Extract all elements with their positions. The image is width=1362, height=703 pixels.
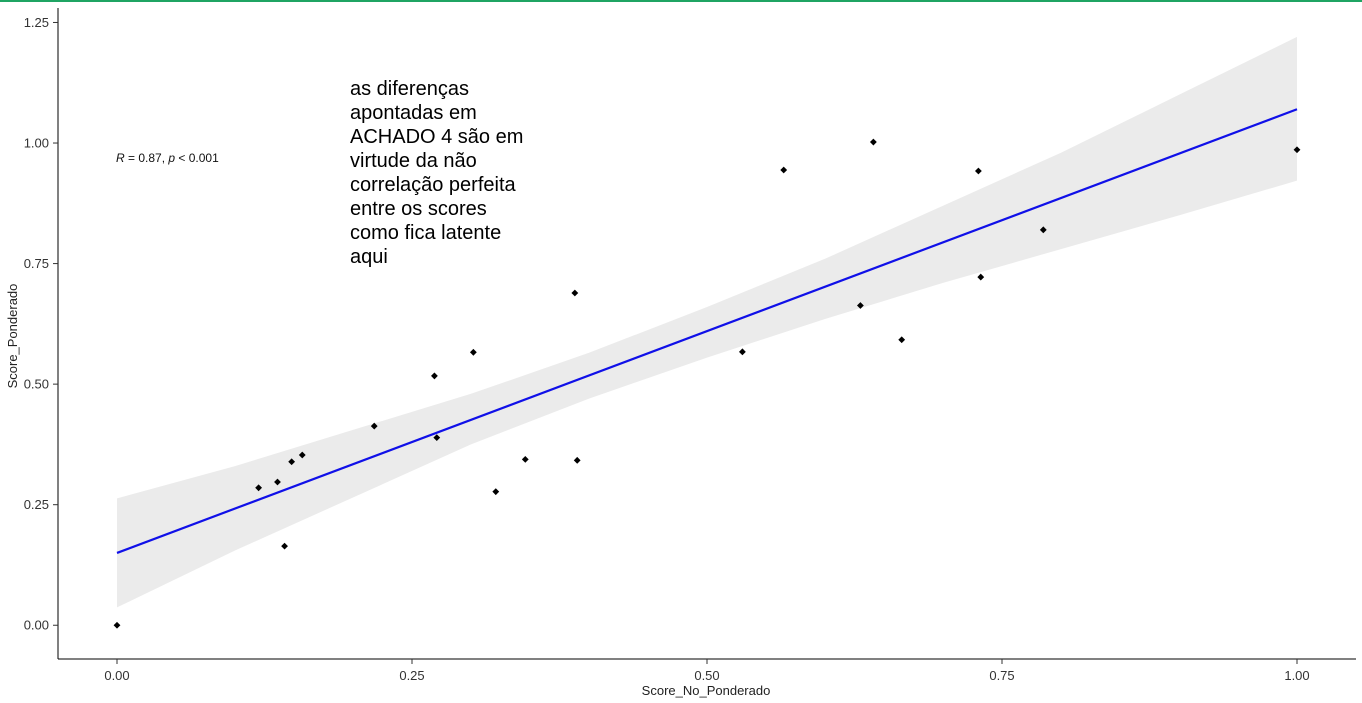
annotation-line: apontadas em: [350, 102, 477, 124]
data-point: [1039, 226, 1047, 234]
data-point: [521, 455, 529, 463]
data-point: [492, 488, 500, 496]
x-tick-label: 0.50: [694, 668, 719, 683]
y-tick-label: 0.50: [24, 377, 49, 392]
correlation-label: R = 0.87, p < 0.001: [116, 151, 219, 165]
data-points-layer: [113, 138, 1301, 629]
data-point: [898, 336, 906, 344]
y-tick-label: 0.25: [24, 497, 49, 512]
data-point: [370, 422, 378, 430]
data-point: [869, 138, 877, 146]
data-point: [571, 289, 579, 297]
r-symbol: R: [116, 151, 125, 165]
regression-line: [116, 108, 1298, 554]
regression-line-layer: [116, 108, 1298, 554]
data-point: [288, 458, 296, 466]
y-tick-label: 0.00: [24, 618, 49, 633]
axes: 0.00 0.25 0.50 0.75 1.00 0.00 0.25 0.50 0.75 1.00…: [24, 8, 1356, 683]
annotation-line: ACHADO 4 são em: [350, 126, 523, 148]
y-tick-label: 1.25: [24, 15, 49, 30]
r-value: = 0.87,: [125, 151, 169, 165]
data-point: [1293, 146, 1301, 154]
annotation-line: aqui: [350, 246, 388, 268]
data-point: [975, 167, 982, 175]
x-tick-label: 1.00: [1284, 668, 1309, 683]
confidence-band: [117, 36, 1297, 608]
annotation-line: virtude da não: [350, 150, 477, 172]
confidence-band-layer: [117, 36, 1297, 608]
annotation-line: entre os scores: [350, 198, 487, 220]
p-value: < 0.001: [175, 151, 219, 165]
data-point: [573, 456, 581, 464]
annotation-line: como fica latente: [350, 222, 501, 244]
data-point: [857, 302, 864, 309]
data-point: [431, 372, 438, 380]
annotation-line: correlação perfeita: [350, 174, 517, 196]
data-point: [298, 451, 306, 459]
data-point: [780, 166, 788, 174]
annotation-note: as diferenças apontadas em ACHADO 4 são …: [350, 78, 523, 268]
data-point: [255, 484, 262, 492]
x-tick-label: 0.00: [104, 668, 129, 683]
data-point: [433, 434, 441, 442]
x-tick-label: 0.25: [399, 668, 424, 683]
y-tick-label: 1.00: [24, 136, 49, 151]
data-point: [281, 542, 288, 550]
x-axis-title: Score_No_Ponderado: [642, 683, 771, 698]
annotation-line: as diferenças: [350, 78, 469, 100]
data-point: [113, 621, 121, 629]
y-tick-label: 0.75: [24, 256, 49, 271]
data-point: [469, 348, 477, 356]
data-point: [274, 478, 281, 486]
window-top-border: [0, 0, 1362, 2]
data-point: [977, 273, 985, 281]
data-point: [739, 348, 746, 356]
y-axis-title: Score_Ponderado: [5, 284, 20, 389]
x-tick-label: 0.75: [989, 668, 1014, 683]
p-symbol: p: [167, 151, 175, 165]
